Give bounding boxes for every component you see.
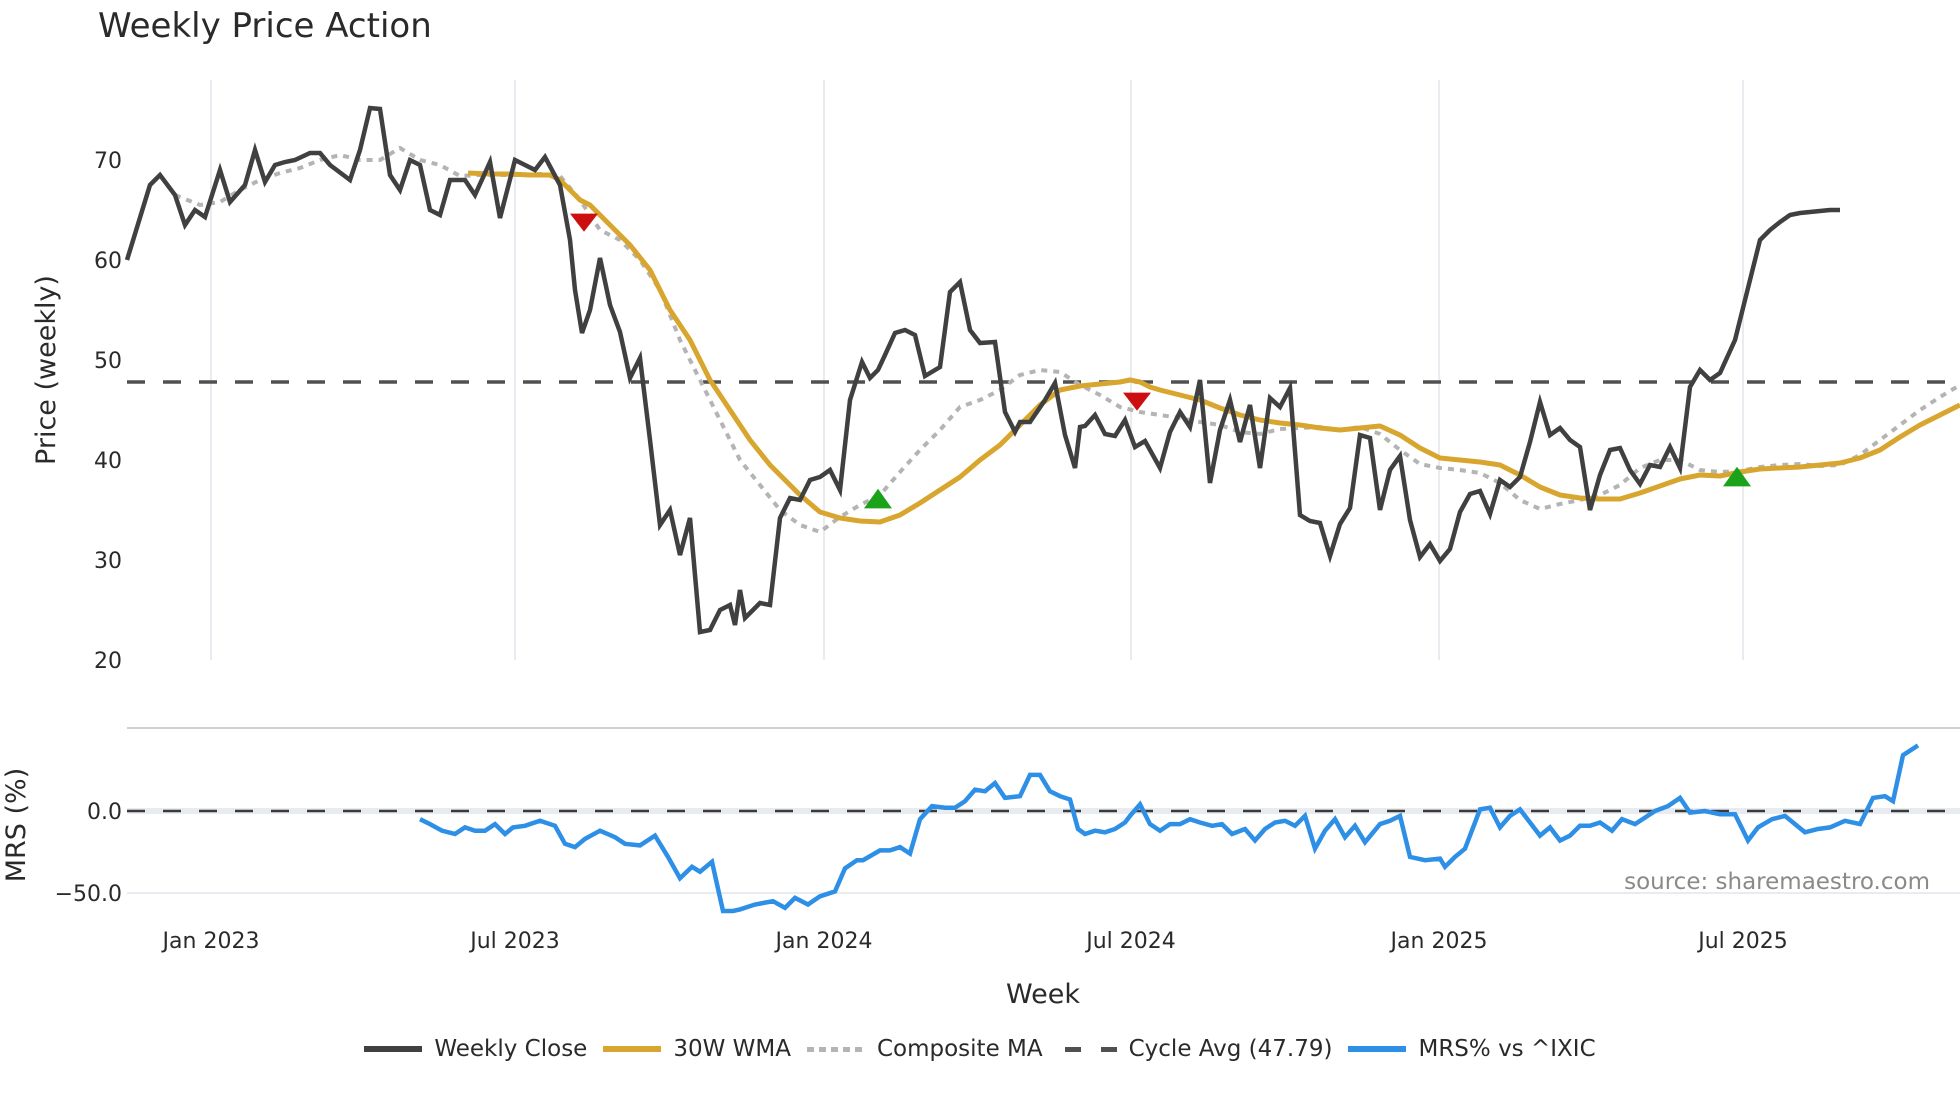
legend-item-mrs[interactable]: MRS% vs ^IXIC — [1348, 1036, 1596, 1062]
legend-label: MRS% vs ^IXIC — [1418, 1036, 1596, 1062]
mrs-ytick-neg50: −50.0 — [55, 882, 122, 907]
mrs-ytick-0: 0.0 — [87, 800, 122, 825]
legend-label: 30W WMA — [673, 1036, 791, 1062]
buy-signal-icon — [1723, 466, 1751, 487]
mrs-line — [419, 743, 1920, 914]
legend-label: Composite MA — [876, 1036, 1043, 1062]
price-y-ticks: 70 60 50 40 30 20 — [94, 149, 122, 674]
sell-signal-icon — [570, 213, 598, 232]
chart-legend: Weekly Close 30W WMA Composite MA Cycle … — [0, 1036, 1960, 1062]
wma30-line — [467, 170, 1960, 525]
legend-item-cycle-avg[interactable]: Cycle Avg (47.79) — [1058, 1036, 1333, 1062]
ytick-70: 70 — [94, 149, 122, 174]
x-axis-title: Week — [1006, 979, 1080, 1010]
weekly-close-line — [124, 105, 1840, 635]
source-annotation: source: sharemaestro.com — [1624, 869, 1930, 895]
price-gridlines — [210, 80, 1744, 660]
mrs-y-ticks: 0.0 −50.0 — [55, 800, 122, 907]
xtick-jul-2025: Jul 2025 — [1696, 929, 1788, 954]
mrs-swatch-icon — [1348, 1046, 1407, 1052]
xtick-jan-2025: Jan 2025 — [1389, 929, 1488, 954]
mrs-y-axis-title: MRS (%) — [1, 768, 32, 883]
xtick-jan-2024: Jan 2024 — [774, 929, 873, 954]
buy-signal-icon — [864, 488, 892, 509]
chart-canvas: 70 60 50 40 30 20 Price (weekly) 0.0 −50… — [1, 80, 1960, 1010]
legend-item-wma30[interactable]: 30W WMA — [603, 1036, 791, 1062]
sell-signal-icon — [1123, 392, 1151, 411]
xtick-jul-2023: Jul 2023 — [468, 929, 560, 954]
xtick-jul-2024: Jul 2024 — [1084, 929, 1176, 954]
ytick-60: 60 — [94, 249, 122, 274]
weekly-close-swatch-icon — [364, 1046, 423, 1052]
x-axis-ticks: Jan 2023 Jul 2023 Jan 2024 Jul 2024 Jan … — [161, 929, 1788, 954]
legend-item-composite-ma[interactable]: Composite MA — [806, 1036, 1043, 1062]
chart-title: Weekly Price Action — [98, 6, 432, 46]
ytick-20: 20 — [94, 649, 122, 674]
composite-ma-swatch-icon — [806, 1046, 865, 1052]
price-y-axis-title: Price (weekly) — [31, 275, 62, 465]
wma30-swatch-icon — [603, 1046, 662, 1052]
signal-markers — [570, 213, 1751, 509]
ytick-50: 50 — [94, 349, 122, 374]
ytick-30: 30 — [94, 549, 122, 574]
cycle-avg-swatch-icon — [1058, 1046, 1117, 1052]
xtick-jan-2023: Jan 2023 — [161, 929, 260, 954]
legend-label: Cycle Avg (47.79) — [1128, 1036, 1333, 1062]
legend-item-weekly-close[interactable]: Weekly Close — [364, 1036, 587, 1062]
legend-label: Weekly Close — [434, 1036, 588, 1062]
ytick-40: 40 — [94, 449, 122, 474]
